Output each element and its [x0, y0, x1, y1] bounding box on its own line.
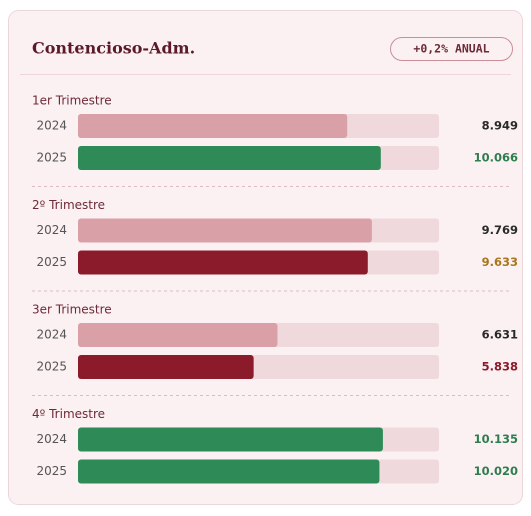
bar — [78, 114, 348, 138]
bar — [78, 218, 372, 243]
value-label: 9.769 — [482, 223, 518, 237]
quarter-label: 2º Trimestre — [32, 198, 105, 212]
year-label: 2025 — [36, 464, 67, 478]
value-label: 10.020 — [474, 464, 518, 478]
bar — [78, 323, 278, 347]
value-label: 5.838 — [482, 360, 518, 374]
year-label: 2025 — [36, 255, 67, 269]
year-label: 2024 — [36, 328, 67, 342]
year-label: 2024 — [36, 119, 67, 133]
year-label: 2025 — [36, 360, 67, 374]
value-label: 10.135 — [474, 432, 518, 446]
value-label: 9.633 — [482, 255, 518, 269]
year-label: 2024 — [36, 223, 67, 237]
value-label: 8.949 — [482, 119, 518, 133]
year-label: 2025 — [36, 151, 67, 165]
card-title: Contencioso-Adm. — [32, 39, 195, 58]
bar — [78, 427, 383, 452]
bar — [78, 355, 254, 379]
quarter-label: 3er Trimestre — [32, 303, 112, 317]
bar — [78, 146, 381, 170]
badge-pill — [390, 37, 513, 61]
year-label: 2024 — [36, 432, 67, 446]
bar — [78, 250, 368, 275]
bar — [78, 459, 380, 484]
quarter-label: 4º Trimestre — [32, 407, 105, 421]
badge-text: +0,2% ANUAL — [413, 42, 489, 56]
value-label: 6.631 — [482, 328, 518, 342]
quarter-label: 1er Trimestre — [32, 94, 112, 108]
value-label: 10.066 — [474, 151, 518, 165]
